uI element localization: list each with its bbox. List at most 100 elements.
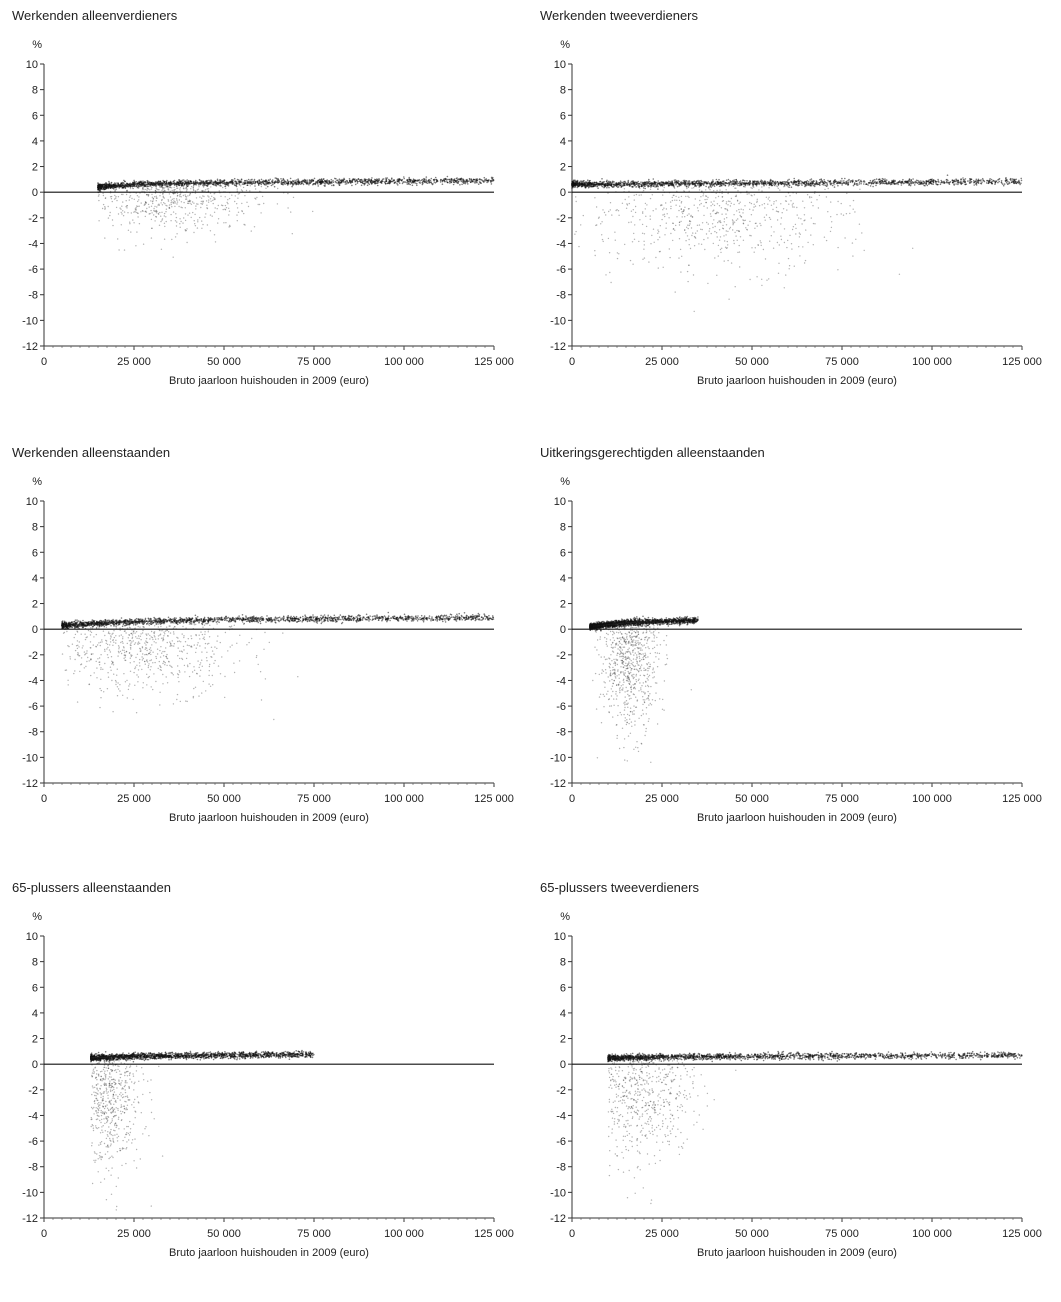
data-point [680, 221, 681, 222]
data-point [682, 216, 683, 217]
data-point [134, 186, 136, 188]
data-point [122, 201, 123, 202]
y-tick-label: 10 [554, 59, 566, 71]
data-point [627, 181, 629, 183]
data-point [901, 184, 903, 186]
data-point [639, 188, 640, 189]
data-point [776, 200, 777, 201]
data-point [179, 218, 180, 219]
data-point [226, 182, 227, 183]
data-point [281, 181, 283, 183]
data-point [164, 213, 165, 214]
data-point [718, 245, 719, 246]
data-point [788, 179, 790, 181]
data-point [147, 182, 149, 184]
data-point [320, 182, 322, 184]
data-point [730, 205, 731, 206]
data-point [105, 184, 107, 186]
data-point [258, 204, 259, 205]
data-point [642, 213, 643, 214]
data-point [878, 179, 880, 181]
data-point [859, 183, 861, 185]
data-point [795, 228, 796, 229]
data-point [286, 182, 288, 184]
data-point [701, 185, 703, 187]
data-point [733, 179, 735, 181]
data-point [705, 186, 707, 188]
data-point [111, 198, 112, 199]
data-point [149, 206, 150, 207]
data-point [201, 201, 202, 202]
data-point [965, 178, 967, 180]
data-point [975, 183, 977, 185]
y-tick-label: -6 [28, 264, 38, 276]
data-point [447, 182, 449, 184]
data-point [718, 183, 719, 184]
data-point [296, 183, 298, 185]
data-point [225, 205, 226, 206]
data-point [208, 199, 209, 200]
data-point [241, 210, 242, 211]
data-point [625, 199, 626, 200]
data-point [179, 189, 180, 190]
data-point [986, 180, 988, 182]
data-point [978, 182, 980, 184]
data-point [886, 183, 888, 185]
data-point [162, 183, 163, 184]
data-point [112, 225, 113, 226]
data-point [813, 244, 814, 245]
data-point [594, 182, 596, 184]
data-point [599, 181, 601, 183]
data-point [751, 203, 752, 204]
data-point [735, 235, 736, 236]
data-point [399, 178, 401, 180]
data-point [661, 182, 663, 184]
data-point [257, 182, 258, 183]
data-point [967, 180, 969, 182]
data-point [737, 185, 739, 187]
data-point [351, 181, 353, 183]
data-point [177, 188, 178, 189]
data-point [938, 180, 940, 182]
data-point [988, 181, 990, 183]
data-point [212, 182, 213, 183]
data-point [635, 187, 636, 188]
data-point [583, 180, 585, 182]
data-point [225, 209, 226, 210]
data-point [143, 186, 144, 187]
data-point [657, 186, 659, 188]
data-point [718, 196, 719, 197]
x-tick-label: 25 000 [645, 356, 679, 368]
data-point [727, 204, 728, 205]
data-point [925, 183, 927, 185]
data-point [199, 180, 201, 182]
y-tick-label: -2 [556, 213, 566, 225]
data-point [115, 189, 116, 190]
data-point [841, 203, 842, 204]
data-point [305, 181, 307, 183]
data-point [684, 216, 685, 217]
data-point [254, 179, 256, 181]
data-point [996, 180, 998, 182]
data-point [402, 181, 404, 183]
data-point [383, 178, 385, 180]
data-point [224, 186, 225, 187]
data-point [174, 187, 175, 188]
data-point [702, 195, 703, 196]
data-point [121, 185, 122, 186]
data-point [130, 186, 131, 187]
data-point [663, 185, 665, 187]
data-point [789, 235, 790, 236]
data-point [186, 242, 187, 243]
data-point [488, 179, 490, 181]
data-point [128, 230, 129, 231]
data-point [197, 227, 198, 228]
data-point [786, 209, 787, 210]
data-point [164, 203, 165, 204]
data-point [486, 182, 488, 184]
data-point [199, 217, 200, 218]
data-point [323, 178, 325, 180]
data-point [873, 183, 875, 185]
data-point [123, 183, 125, 185]
data-point [222, 187, 223, 188]
